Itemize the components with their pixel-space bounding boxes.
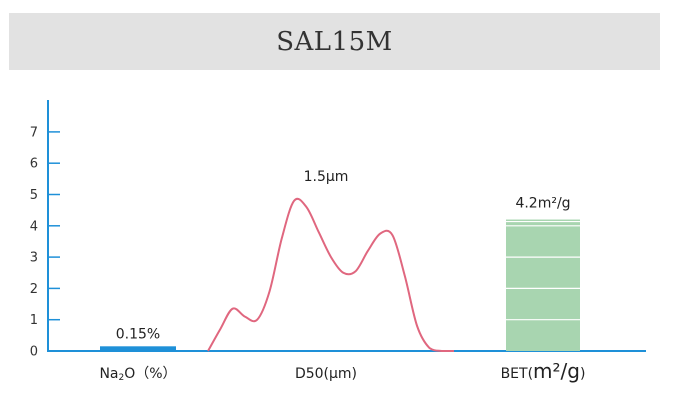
- y-tick-label-0: 0: [30, 345, 38, 360]
- y-tick-label-1: 1: [30, 313, 38, 328]
- y-tick-label-7: 7: [30, 125, 38, 140]
- labels: 0.15% 4.2m²/g 1.5μm Na2O（%） D50(μm) BET(m²/g): [99, 169, 585, 383]
- bar-label-0: 0.15%: [116, 326, 160, 342]
- title-band: SAL15M: [9, 13, 660, 70]
- x-tick-label-1: D50(μm): [295, 366, 357, 382]
- x-tick-label-2: BET(m²/g): [501, 359, 586, 383]
- y-tick-label-6: 6: [30, 157, 38, 172]
- d50-distribution-curve: [207, 197, 454, 353]
- bar-label-2: 4.2m²/g: [515, 196, 570, 212]
- x-tick-label-0: Na2O（%）: [99, 366, 176, 383]
- d50-label: 1.5μm: [304, 169, 349, 185]
- y-tick-label-3: 3: [30, 251, 38, 266]
- bar-2: [506, 219, 580, 351]
- y-tick-label-4: 4: [30, 219, 38, 234]
- marks: [100, 197, 580, 353]
- y-tick-label-5: 5: [30, 188, 38, 203]
- chart-title: SAL15M: [276, 26, 393, 57]
- y-tick-label-2: 2: [30, 282, 38, 297]
- bar-0: [100, 346, 176, 351]
